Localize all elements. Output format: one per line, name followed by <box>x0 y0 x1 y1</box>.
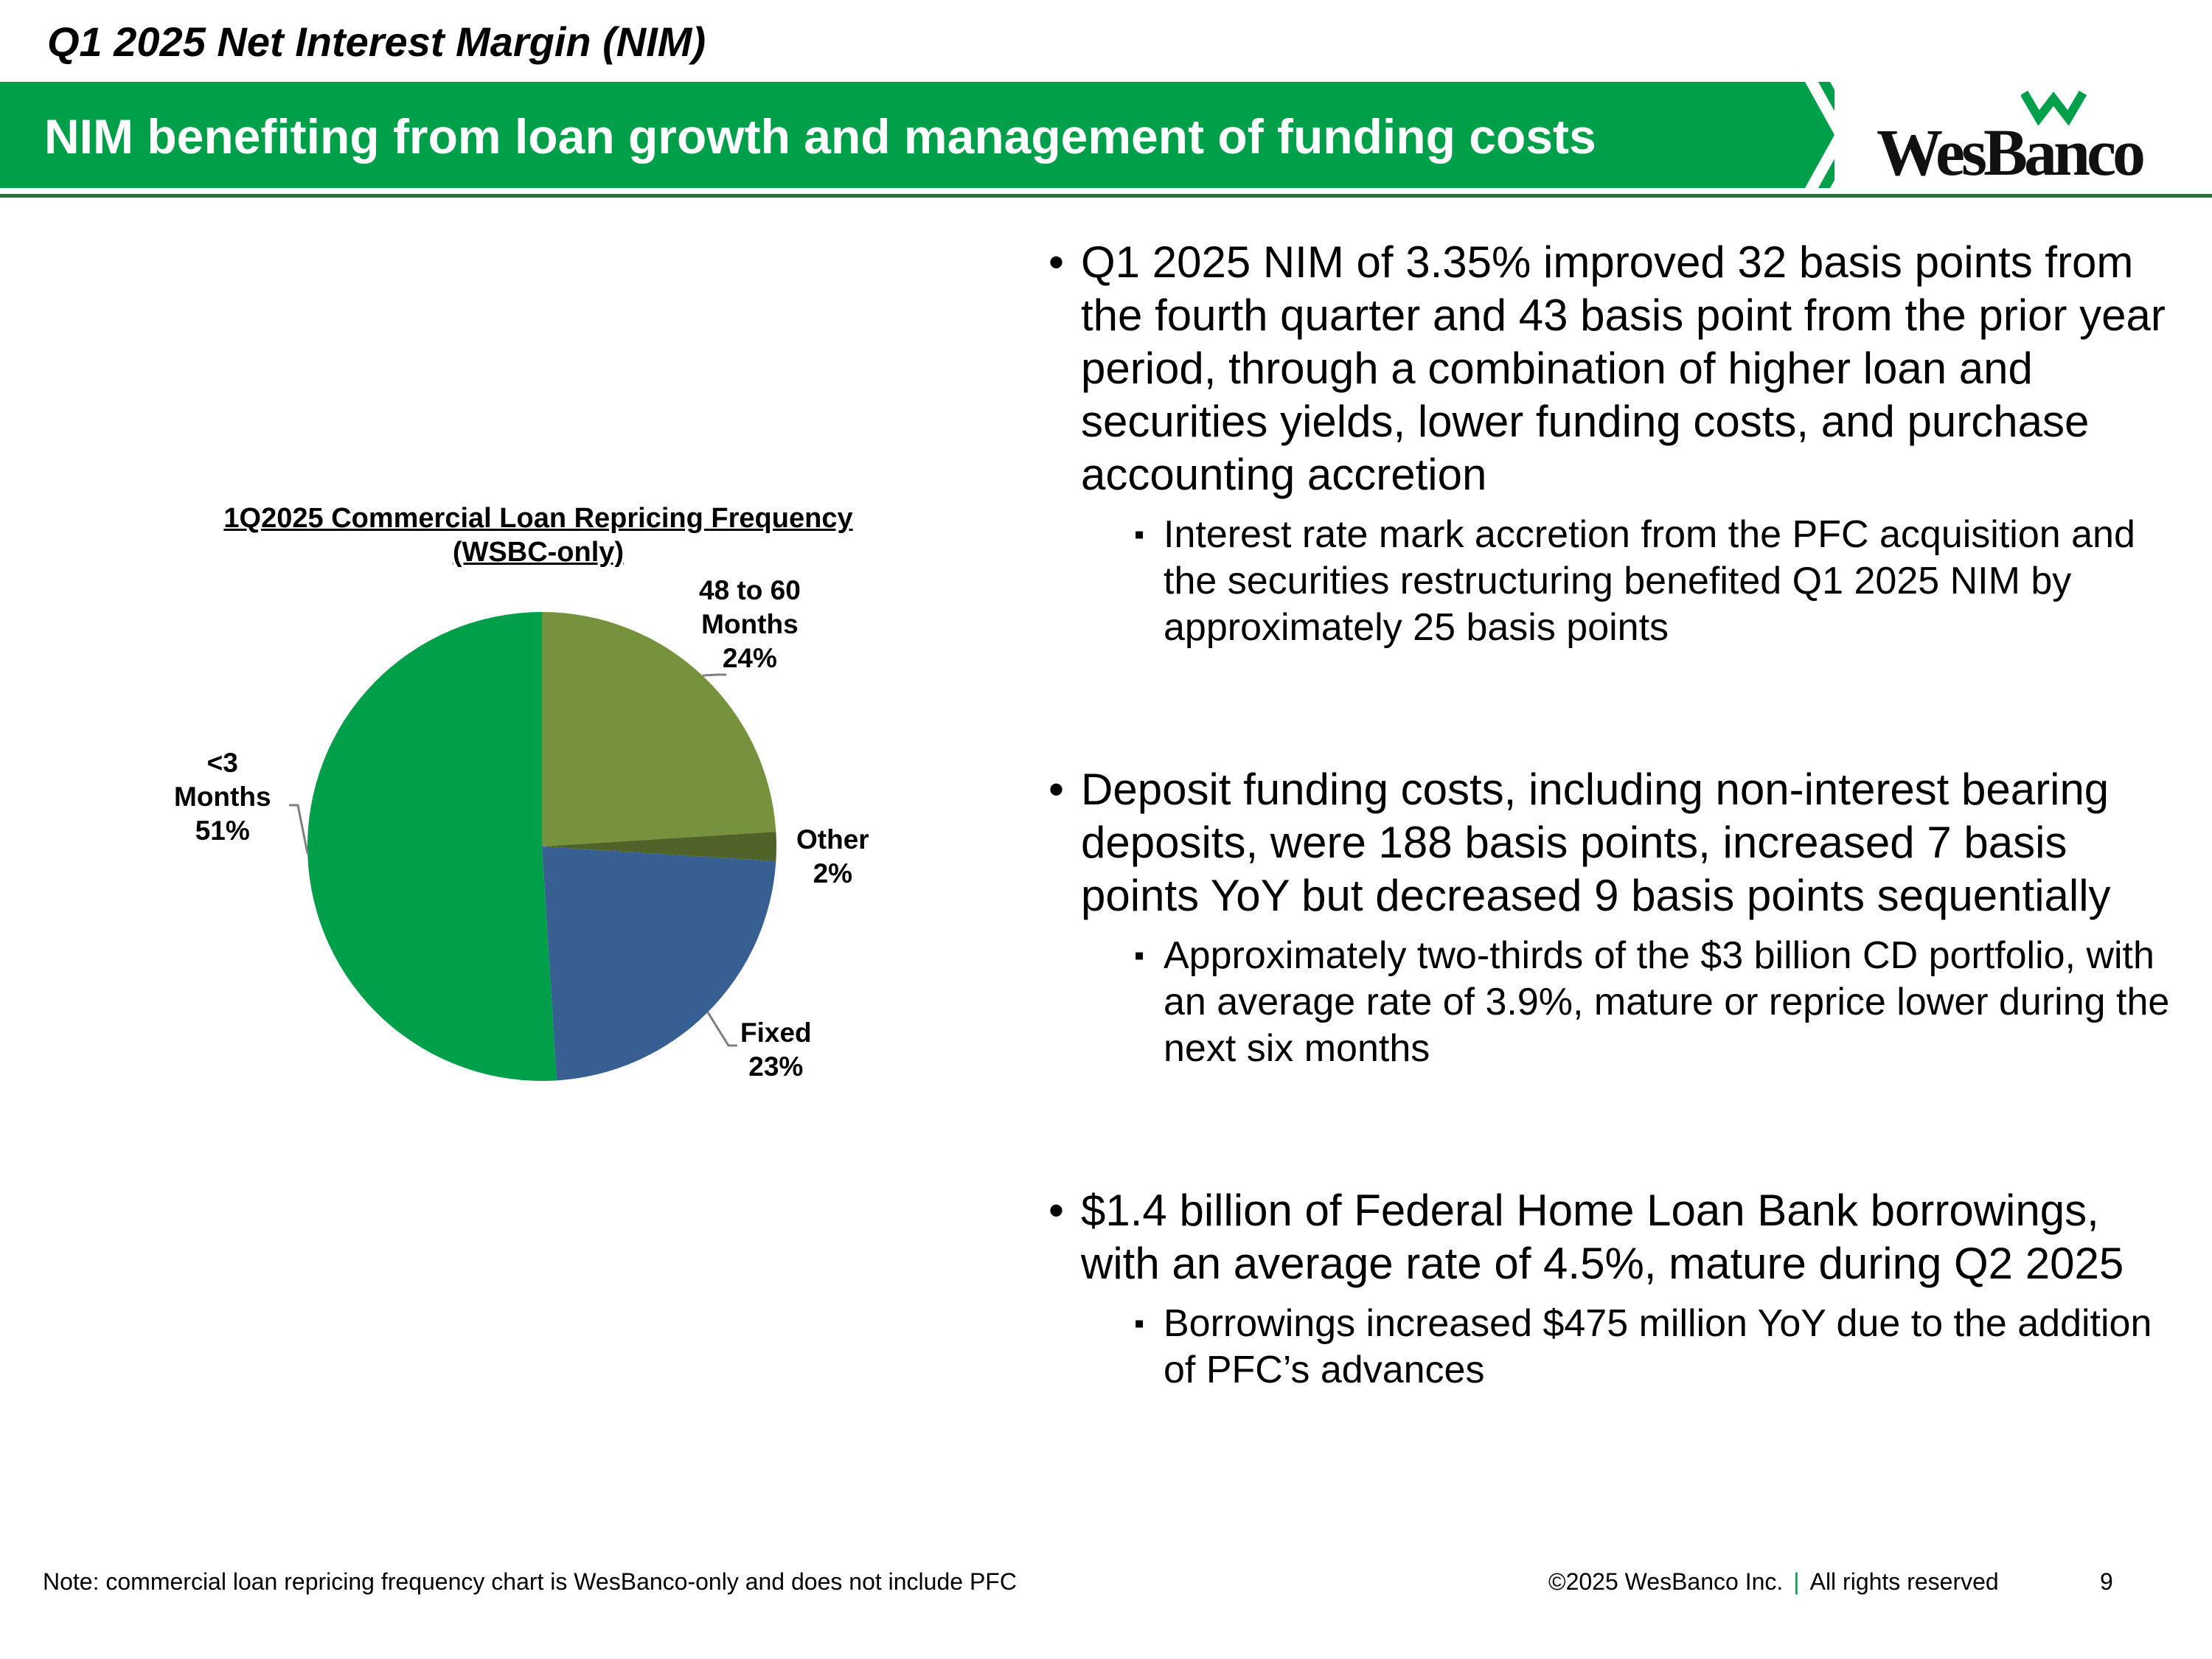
pie-slice-48-60-months <box>542 612 776 846</box>
pie-slice-lt3-months <box>307 612 557 1081</box>
bullet-content: Q1 2025 NIM of 3.35% improved 32 basis p… <box>1040 236 2190 1394</box>
pie-label-name: <3 <box>206 748 238 778</box>
pie-label-lt3-months: <3 Months 51% <box>174 746 271 848</box>
footer-separator: | <box>1793 1568 1800 1595</box>
pie-leader-line <box>289 804 309 855</box>
pie-label-value: 23% <box>748 1051 804 1082</box>
pie-label-fixed: Fixed 23% <box>740 1016 812 1084</box>
banner-heading: NIM benefiting from loan growth and mana… <box>44 109 1596 164</box>
sub-bullet-accretion: Interest rate mark accretion from the PF… <box>1040 512 2190 651</box>
pie-label-name: Other <box>796 824 869 855</box>
pie-slice-other <box>542 832 777 861</box>
pie-label-name: Months <box>174 782 271 812</box>
bullet-fhlb-borrowings: $1.4 billion of Federal Home Loan Bank b… <box>1040 1184 2190 1290</box>
sub-bullet-borrowings: Borrowings increased $475 million YoY du… <box>1040 1301 2190 1394</box>
pie-label-48-60-months: 48 to 60 Months 24% <box>699 574 801 675</box>
pie-label-name: Months <box>701 609 799 639</box>
section-banner: NIM benefiting from loan growth and mana… <box>0 82 1834 188</box>
chart-title-line1: 1Q2025 Commercial Loan Repricing Frequen… <box>223 503 853 534</box>
page-number: 9 <box>2100 1568 2113 1595</box>
bullet-deposit-costs: Deposit funding costs, including non-int… <box>1040 763 2190 922</box>
pie-leader-line <box>706 1012 737 1047</box>
copyright-text: ©2025 WesBanco Inc. <box>1548 1568 1784 1595</box>
pie-label-other: Other 2% <box>796 823 869 891</box>
pie-slice-fixed <box>542 846 776 1081</box>
pie-chart <box>289 612 777 1081</box>
pie-label-value: 24% <box>722 643 777 673</box>
pie-label-value: 51% <box>195 815 250 846</box>
logo-chevron-icon <box>2021 90 2087 125</box>
company-logo: WesBanco <box>1877 88 2146 189</box>
chart-title: 1Q2025 Commercial Loan Repricing Frequen… <box>147 501 929 569</box>
banner-shape <box>0 82 1834 188</box>
pie-label-value: 2% <box>813 858 853 888</box>
pie-label-name: 48 to 60 <box>699 575 801 605</box>
header-divider <box>0 194 2212 198</box>
logo-wordmark: WesBanco <box>1877 116 2146 189</box>
page-title: Q1 2025 Net Interest Margin (NIM) <box>47 18 706 65</box>
sub-bullet-cd-portfolio: Approximately two-thirds of the $3 billi… <box>1040 933 2190 1072</box>
copyright-footer: ©2025 WesBanco Inc. | All rights reserved <box>1548 1568 1999 1596</box>
footnote: Note: commercial loan repricing frequenc… <box>43 1568 1017 1595</box>
bullet-nim: Q1 2025 NIM of 3.35% improved 32 basis p… <box>1040 236 2190 501</box>
pie-label-name: Fixed <box>740 1018 812 1048</box>
chart-title-line2: (WSBC-only) <box>452 537 625 568</box>
rights-text: All rights reserved <box>1809 1568 1999 1595</box>
